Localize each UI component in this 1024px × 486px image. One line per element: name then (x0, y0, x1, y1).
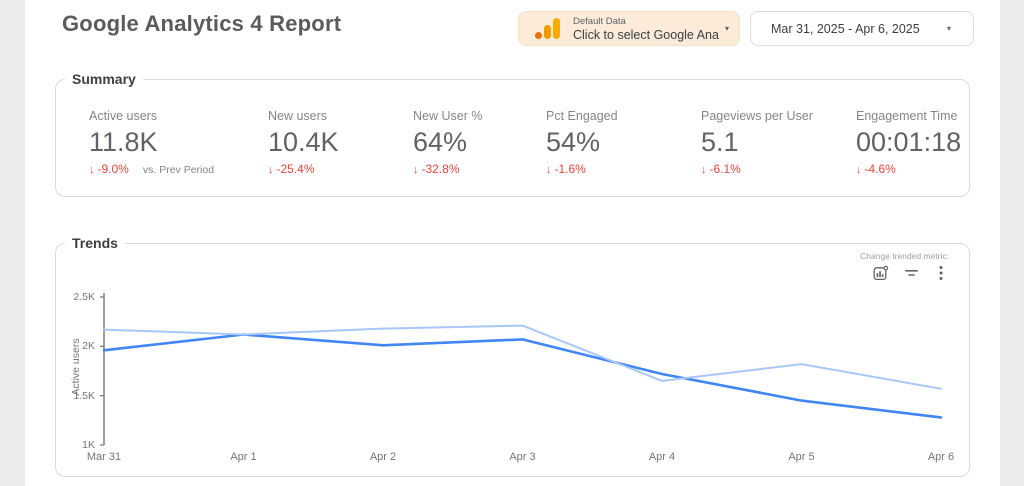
y-tick-label: 1.5K (73, 389, 95, 402)
metric-new-user-pct: New User % 64% ↓ -32.8% (413, 109, 482, 176)
metric-active-users: Active users 11.8K ↓ -9.0% vs. Prev Peri… (89, 109, 214, 176)
chevron-down-icon: ▾ (946, 24, 951, 33)
chart-plot-area (100, 293, 943, 446)
x-tick-label: Apr 6 (927, 451, 955, 463)
metric-picker-icon (873, 265, 889, 281)
trend-line-chart: Active users 1K 1.5K 2K 2.5K Mar 31 Apr 1 Apr … (56, 244, 969, 476)
down-arrow-icon: ↓ (268, 164, 274, 176)
metric-delta: -25.4% (276, 162, 315, 176)
metric-label: Active users (89, 109, 158, 123)
x-tick-label: Apr 4 (648, 451, 676, 463)
filter-button[interactable] (903, 265, 919, 281)
chevron-down-icon: ▾ (724, 24, 729, 33)
y-tick-label: 1K (82, 439, 95, 451)
metric-label: New User % (413, 109, 483, 123)
metric-delta: -6.1% (709, 162, 741, 176)
metric-pct-engaged: Pct Engaged 54% ↓ -1.6% (546, 109, 618, 176)
summary-panel-title: Summary (65, 71, 143, 87)
data-source-selector[interactable]: Default Data Click to select Google Anal… (518, 11, 740, 46)
change-metric-label: Change trended metric: (860, 251, 949, 261)
data-source-labels: Default Data Click to select Google Anal… (573, 16, 719, 42)
summary-panel: Summary Active users 11.8K ↓ -9.0% vs. P… (55, 71, 970, 197)
filter-icon (904, 270, 918, 276)
metric-picker-button[interactable] (873, 265, 889, 281)
kebab-menu-icon (939, 266, 943, 280)
metric-engagement-time: Engagement Time 00:01:18 ↓ -4.6% (856, 109, 961, 176)
data-source-name: Default Data (573, 15, 626, 27)
down-arrow-icon: ↓ (89, 164, 95, 176)
report-page: Google Analytics 4 Report Default Data C… (25, 0, 1000, 486)
metric-new-users: New users 10.4K ↓ -25.4% (268, 109, 339, 176)
date-range-selector[interactable]: Mar 31, 2025 - Apr 6, 2025 ▾ (750, 11, 974, 46)
trend-line-current (102, 333, 943, 419)
y-tick-label: 2K (82, 340, 95, 353)
down-arrow-icon: ↓ (701, 164, 707, 176)
metric-label: Pct Engaged (546, 109, 618, 123)
x-tick-label: Mar 31 (86, 451, 122, 463)
metric-delta: -4.6% (864, 162, 896, 176)
metric-value: 00:01:18 (856, 127, 962, 157)
metric-value: 64% (413, 127, 468, 157)
page-title: Google Analytics 4 Report (62, 11, 342, 36)
down-arrow-icon: ↓ (856, 164, 862, 176)
metric-pageviews-per-user: Pageviews per User 5.1 ↓ -6.1% (701, 109, 813, 176)
metric-value: 11.8K (89, 127, 158, 157)
google-analytics-icon (535, 17, 561, 40)
metric-delta: -9.0% (97, 162, 129, 176)
metric-label: Pageviews per User (701, 109, 813, 123)
metric-value: 54% (546, 127, 601, 157)
trends-toolbar: Change trended metric: (860, 251, 949, 281)
x-tick-label: Apr 3 (509, 451, 536, 463)
x-tick-label: Apr 1 (230, 451, 257, 463)
metric-value: 5.1 (701, 127, 739, 157)
trend-line-previous (103, 324, 942, 390)
x-tick-label: Apr 5 (788, 451, 815, 463)
down-arrow-icon: ↓ (546, 164, 552, 176)
metric-label: Engagement Time (856, 109, 958, 123)
more-options-button[interactable] (933, 265, 949, 281)
metric-delta: -32.8% (421, 162, 460, 176)
trends-panel-title: Trends (65, 235, 125, 251)
data-source-prompt: Click to select Google Analyti (573, 27, 719, 42)
metric-label: New users (268, 109, 328, 123)
down-arrow-icon: ↓ (413, 164, 419, 176)
y-tick-label: 2.5K (73, 291, 95, 303)
trends-panel: Trends Change trended metric: (55, 235, 970, 477)
x-tick-label: Apr 2 (369, 451, 397, 463)
comparison-note: vs. Prev Period (142, 164, 215, 176)
metric-value: 10.4K (268, 127, 339, 157)
date-range-value: Mar 31, 2025 - Apr 6, 2025 (771, 21, 920, 36)
metric-delta: -1.6% (554, 162, 586, 176)
